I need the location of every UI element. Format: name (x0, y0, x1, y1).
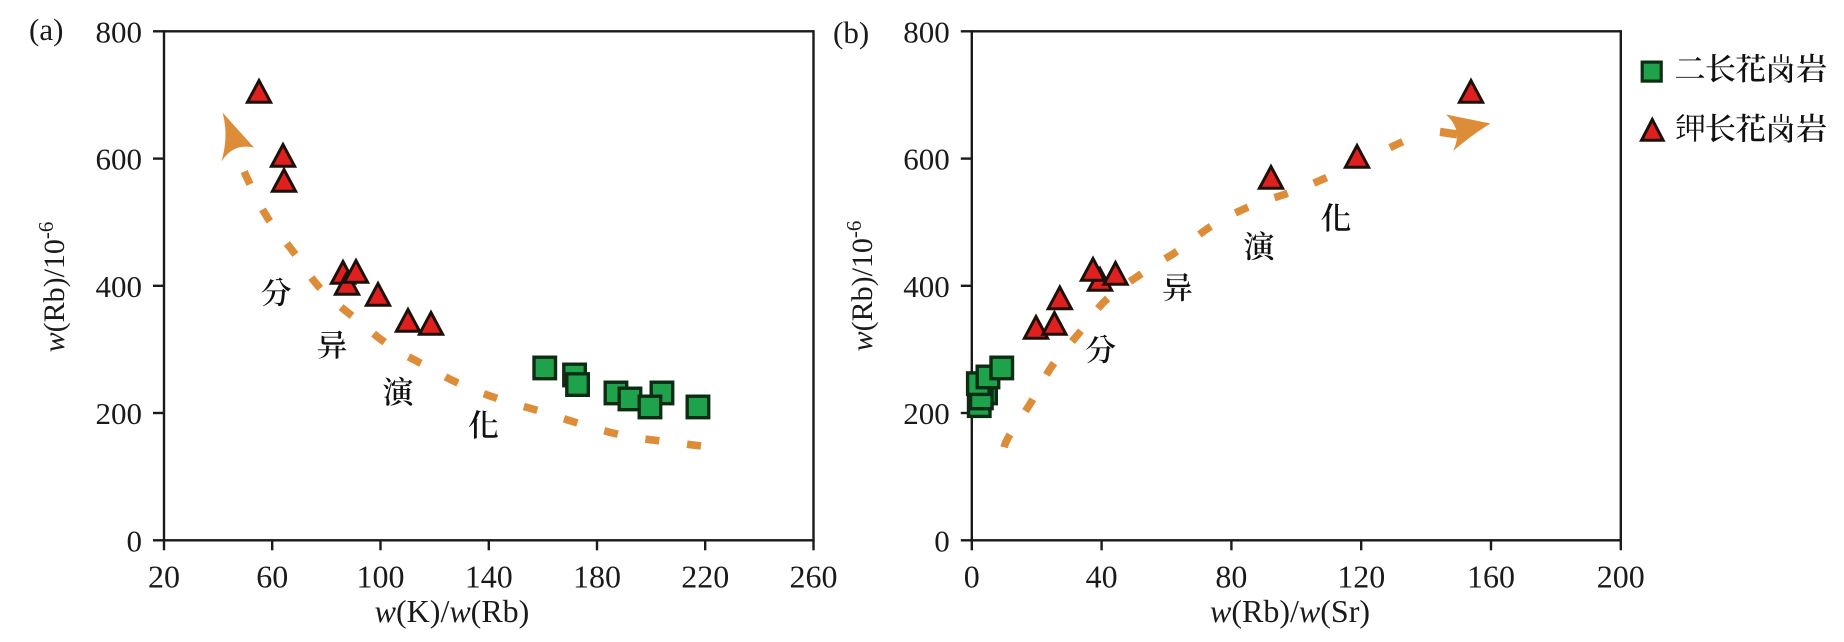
svg-text:0: 0 (127, 523, 143, 558)
svg-text:0: 0 (964, 558, 980, 594)
svg-text:180: 180 (573, 558, 621, 594)
svg-text:40: 40 (1086, 558, 1118, 594)
svg-text:200: 200 (903, 396, 950, 431)
svg-text:200: 200 (96, 396, 143, 431)
svg-text:100: 100 (357, 558, 405, 594)
svg-text:800: 800 (96, 14, 143, 49)
svg-text:w(K)/w(Rb): w(K)/w(Rb) (375, 593, 530, 629)
svg-text:w(Rb)/10-6: w(Rb)/10-6 (34, 222, 71, 353)
svg-text:400: 400 (96, 269, 143, 304)
svg-text:20: 20 (148, 558, 180, 594)
svg-text:80: 80 (1215, 558, 1247, 594)
svg-text:600: 600 (96, 142, 143, 177)
svg-text:(a): (a) (29, 12, 63, 47)
svg-text:800: 800 (903, 14, 950, 49)
svg-text:220: 220 (681, 558, 729, 594)
svg-text:120: 120 (1337, 558, 1385, 594)
svg-text:600: 600 (903, 142, 950, 177)
svg-text:0: 0 (934, 523, 950, 558)
svg-text:60: 60 (256, 558, 288, 594)
svg-text:140: 140 (465, 558, 513, 594)
svg-text:160: 160 (1467, 558, 1515, 594)
svg-text:400: 400 (903, 269, 950, 304)
svg-text:260: 260 (790, 558, 838, 594)
svg-text:(b): (b) (833, 15, 869, 50)
svg-text:200: 200 (1597, 558, 1645, 594)
svg-text:w(Rb)/w(Sr): w(Rb)/w(Sr) (1210, 593, 1370, 629)
svg-text:w(Rb)/10-6: w(Rb)/10-6 (842, 221, 879, 352)
